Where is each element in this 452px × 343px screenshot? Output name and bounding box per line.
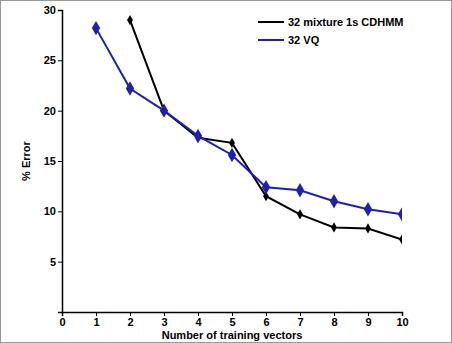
- series-marker: [296, 183, 304, 197]
- y-tick-label: 30: [44, 4, 56, 16]
- y-axis-line: [58, 11, 63, 313]
- y-tick-mark: [58, 10, 62, 11]
- x-tick-label: 7: [297, 316, 303, 328]
- series-marker: [365, 223, 371, 233]
- y-axis: 5 10 15 20 25 30: [44, 4, 63, 312]
- y-tick-mark: [58, 211, 62, 212]
- x-tick: 2: [127, 312, 133, 328]
- series-line: [130, 20, 402, 239]
- y-tick-mark: [58, 161, 62, 162]
- legend-swatch: [258, 39, 284, 41]
- y-tick: 30: [44, 4, 62, 16]
- series-marker: [330, 194, 338, 208]
- y-tick: 5: [50, 256, 62, 268]
- series-marker: [399, 234, 402, 244]
- x-tick-label: 3: [161, 316, 167, 328]
- legend-label: 32 VQ: [288, 34, 320, 46]
- series-marker: [92, 21, 100, 35]
- legend: 32 mixture 1s CDHMM 32 VQ: [258, 16, 404, 46]
- legend-label: 32 mixture 1s CDHMM: [288, 16, 404, 28]
- x-tick-label: 0: [59, 316, 65, 328]
- x-tick-label: 9: [365, 316, 371, 328]
- x-tick-label: 4: [195, 316, 202, 328]
- x-tick: 1: [93, 312, 99, 328]
- x-tick: 0: [59, 312, 65, 328]
- series-marker: [228, 148, 236, 162]
- series-marker: [126, 81, 134, 95]
- series-marker: [127, 15, 133, 25]
- series-marker: [262, 180, 270, 194]
- y-tick-label: 20: [44, 105, 56, 117]
- series-marker: [160, 103, 168, 117]
- x-tick: 5: [229, 312, 235, 328]
- x-axis-title: Number of training vectors: [162, 329, 303, 341]
- series-marker: [398, 207, 402, 221]
- y-tick: 15: [44, 155, 62, 167]
- series-marker: [194, 129, 202, 143]
- y-tick-label: 10: [44, 205, 56, 217]
- y-tick: 25: [44, 54, 62, 66]
- y-tick-mark: [58, 111, 62, 112]
- x-tick: 4: [195, 312, 202, 328]
- y-tick: 20: [44, 105, 62, 117]
- series-marker: [364, 202, 372, 216]
- y-tick-label: 15: [44, 155, 56, 167]
- chart: 0 1 2 3 4 5 6 7 8 9 10 5 10 15 20 25 30 Number of trainin…: [0, 0, 452, 343]
- x-tick-label: 10: [396, 316, 408, 328]
- x-tick-label: 5: [229, 316, 235, 328]
- x-axis: 0 1 2 3 4 5 6 7 8 9 10: [59, 312, 408, 328]
- y-tick: 10: [44, 205, 62, 217]
- x-tick: 7: [297, 312, 303, 328]
- y-tick-label: 5: [50, 256, 56, 268]
- y-axis-title: % Error: [20, 140, 32, 180]
- x-tick-label: 2: [127, 316, 133, 328]
- y-tick-mark: [58, 60, 62, 61]
- y-tick-label: 25: [44, 54, 56, 66]
- plot-area: [92, 15, 402, 245]
- x-tick: 6: [263, 312, 269, 328]
- x-tick-label: 6: [263, 316, 269, 328]
- legend-swatch: [258, 21, 284, 23]
- series-marker: [229, 138, 235, 148]
- x-tick: 10: [396, 312, 408, 328]
- x-tick: 3: [161, 312, 167, 328]
- series-line: [96, 28, 402, 214]
- x-tick-label: 8: [331, 316, 337, 328]
- y-tick-mark: [58, 262, 62, 263]
- series-marker: [331, 222, 337, 232]
- x-tick-label: 1: [93, 316, 99, 328]
- series-marker: [297, 209, 303, 219]
- x-tick: 9: [365, 312, 371, 328]
- x-tick: 8: [331, 312, 337, 328]
- background: [1, 1, 452, 343]
